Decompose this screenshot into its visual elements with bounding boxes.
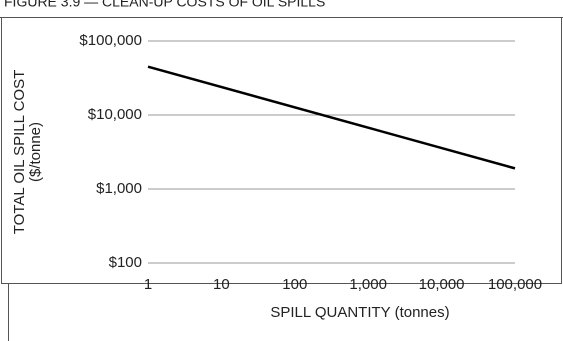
- x-tick-label: 100: [282, 276, 307, 293]
- x-tick-label: 10,000: [419, 276, 465, 293]
- y-axis-label: ($/tonne): [27, 122, 44, 182]
- x-tick-label: 10: [213, 276, 230, 293]
- x-tick-label: 1,000: [349, 276, 387, 293]
- y-tick-label: $10,000: [88, 106, 142, 123]
- data-line: [147, 65, 516, 170]
- x-tick-label: 100,000: [488, 276, 542, 293]
- chart-title: FIGURE 3.9 — CLEAN-UP COSTS OF OIL SPILL…: [4, 0, 325, 10]
- x-axis-label: SPILL QUANTITY (tonnes): [270, 304, 449, 321]
- x-tick-label: 1: [144, 276, 152, 293]
- y-tick-label: $1,000: [96, 180, 142, 197]
- y-axis-label: TOTAL OIL SPILL COST: [11, 70, 28, 235]
- y-tick-label: $100: [109, 254, 142, 271]
- y-tick-label: $100,000: [79, 32, 142, 49]
